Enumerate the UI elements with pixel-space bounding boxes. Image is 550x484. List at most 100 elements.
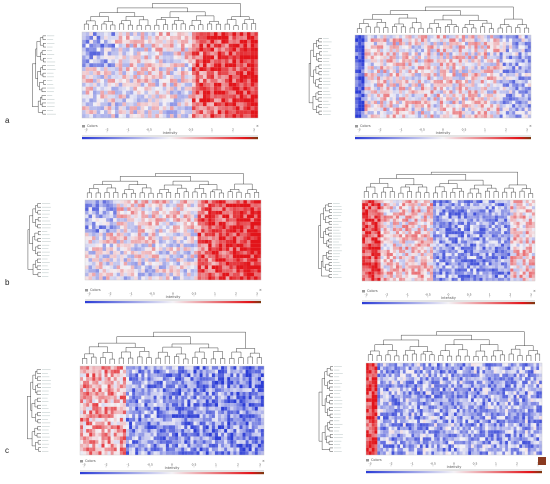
heatmap-cell (389, 38, 393, 42)
heatmap-cell (364, 93, 368, 98)
heatmap-cell (89, 98, 94, 103)
heatmap-cell (218, 218, 223, 222)
heatmap-cell (158, 221, 163, 226)
heatmap-cell (187, 258, 191, 262)
heatmap-cell (126, 75, 130, 79)
heatmap-cell (111, 98, 116, 103)
heatmap-cell (85, 86, 90, 91)
heatmap-cell (436, 35, 440, 39)
heatmap-cell (184, 90, 189, 95)
heatmap-cell (123, 261, 128, 266)
heatmap-cell (504, 224, 508, 229)
heatmap-cell (361, 48, 365, 53)
heatmap-cell (518, 66, 522, 70)
heatmap-cell (468, 52, 472, 56)
heatmap-cell (82, 55, 86, 60)
heatmap-cell (368, 246, 372, 250)
heatmap-cell (225, 276, 230, 281)
heatmap-cell (162, 90, 167, 95)
heatmap-cell (501, 268, 505, 272)
heatmap-cell (134, 276, 138, 281)
heatmap-cell (127, 247, 131, 251)
heatmap-cell (389, 69, 393, 74)
heatmap-cell (460, 209, 464, 213)
heatmap-cell (395, 228, 400, 232)
heatmap-cell (488, 262, 492, 266)
heatmap-cell (474, 62, 478, 67)
heatmap-cell (524, 73, 528, 77)
heatmap-cell (162, 114, 167, 119)
close-icon[interactable]: × (256, 124, 259, 128)
heatmap-cell (358, 73, 362, 77)
heatmap-cell (206, 86, 211, 91)
heatmap-cell (455, 69, 459, 74)
heatmap-cell (477, 97, 481, 101)
heatmap-cell (458, 69, 462, 74)
heatmap-cell (181, 39, 185, 44)
heatmap-cell (414, 62, 418, 67)
heatmap-cell (439, 100, 444, 105)
heatmap-cell (461, 62, 466, 67)
heatmap-cell (364, 107, 368, 112)
heatmap-cell (144, 47, 149, 52)
heatmap-cell (183, 200, 188, 204)
heatmap-cell (85, 32, 90, 36)
heatmap-cell (129, 39, 134, 44)
heatmap-cell (518, 52, 522, 56)
heatmap-cell (228, 75, 233, 79)
heatmap-cell (243, 98, 248, 103)
heatmap-cell (355, 93, 359, 98)
heatmap-cell (383, 203, 387, 207)
heatmap-cell (115, 47, 119, 52)
heatmap-cell (452, 90, 456, 94)
heatmap-cell (386, 256, 390, 260)
heatmap-cell (436, 212, 440, 216)
heatmap-cell (501, 212, 505, 216)
heatmap-cell (221, 51, 226, 56)
heatmap-cell (405, 228, 409, 232)
close-icon[interactable]: × (529, 124, 532, 128)
heatmap-cell (148, 276, 152, 281)
heatmap-cell (188, 59, 193, 64)
heatmap-cell (133, 98, 138, 103)
heatmap-cell (96, 32, 101, 36)
heatmap-cell (380, 271, 384, 275)
heatmap-cell (446, 111, 450, 115)
heatmap-cell (370, 111, 374, 115)
heatmap-cell (522, 209, 526, 213)
heatmap-cell (155, 265, 159, 270)
heatmap-cell (402, 38, 406, 42)
heatmap-cell (485, 246, 489, 250)
heatmap-cell (424, 79, 428, 84)
heatmap-cell (519, 209, 523, 213)
heatmap-cell (204, 276, 209, 281)
heatmap-cell (510, 249, 514, 254)
heatmap-cell (510, 212, 514, 216)
heatmap-cell (162, 229, 167, 233)
heatmap-cell (504, 203, 508, 207)
heatmap-cell (386, 249, 390, 254)
heatmap-cell (111, 35, 116, 40)
heatmap-cell (253, 247, 258, 251)
heatmap-cell (507, 228, 511, 232)
heatmap-cell (408, 221, 412, 225)
heatmap-cell (423, 209, 427, 213)
heatmap-cell (483, 41, 488, 46)
heatmap-cell (510, 206, 514, 210)
heatmap-cell (214, 67, 218, 72)
heatmap-cell (522, 231, 526, 235)
heatmap-cell (429, 246, 434, 250)
heatmap-cell (516, 265, 520, 269)
heatmap-cell (222, 240, 226, 244)
heatmap-cell (490, 97, 494, 101)
heatmap-cell (474, 104, 478, 108)
heatmap-cell (133, 59, 138, 64)
heatmap-cell (358, 38, 362, 42)
heatmap-cell (239, 82, 244, 87)
heatmap-cell (102, 214, 107, 219)
heatmap-cell (188, 63, 193, 68)
heatmap-cell (197, 218, 202, 222)
close-icon[interactable]: × (259, 288, 262, 292)
heatmap-cell (254, 78, 259, 83)
heatmap-cell (476, 224, 480, 229)
